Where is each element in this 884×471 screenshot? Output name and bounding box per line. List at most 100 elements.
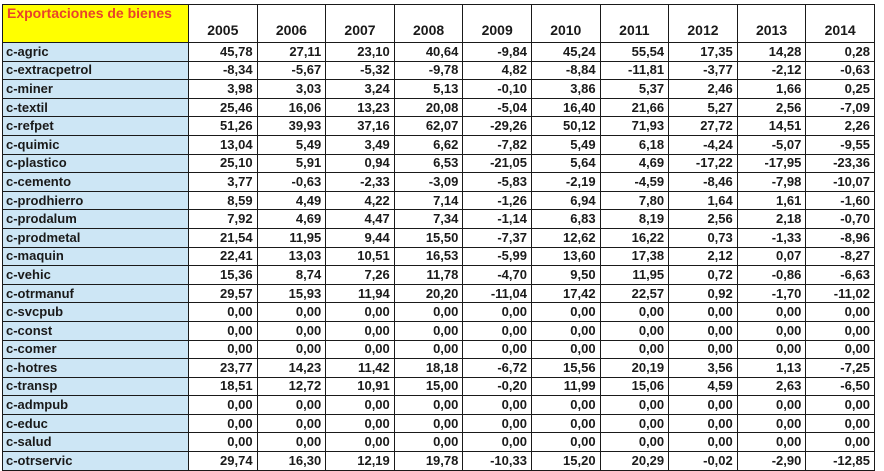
value-cell: -5,04 (462, 97, 532, 118)
value-cell: -9,55 (805, 134, 875, 155)
table-row: c-cemento 3,77 -0,63 -2,33 -3,09 -5,83 -2,19 -4… (2, 172, 875, 192)
table-row: c-salud 0,00 0,00 0,00 0,00 0,00 0,00 0,00 0,00 0… (2, 432, 875, 453)
value-cell: 7,80 (599, 190, 670, 211)
value-cell: 0,00 (668, 395, 738, 415)
value-cell: 14,51 (736, 116, 807, 136)
table-row: c-educ 0,00 0,00 0,00 0,00 0,00 0,00 0,00 0,00 0,… (2, 413, 875, 434)
value-cell: 0,72 (668, 265, 738, 285)
value-cell: 12,62 (530, 227, 601, 248)
value-cell: -9,78 (393, 60, 464, 81)
value-cell: 2,12 (668, 246, 738, 267)
value-cell: 16,06 (256, 97, 327, 118)
value-cell: -1,60 (805, 190, 875, 211)
value-cell: 0,00 (393, 302, 464, 322)
value-cell: 11,99 (530, 376, 601, 397)
value-cell: -10,07 (805, 172, 875, 192)
value-cell: 2,18 (736, 209, 807, 229)
value-cell: 3,77 (188, 172, 258, 192)
value-cell: 0,00 (599, 302, 670, 322)
value-cell: 0,00 (256, 413, 327, 434)
value-cell: 0,00 (256, 339, 327, 360)
value-cell: 5,37 (599, 79, 670, 99)
table-row: c-agric 45,78 27,11 23,10 40,64 -9,84 45,24 55,… (2, 42, 875, 62)
year-header: 2014 (805, 4, 875, 43)
value-cell: 0,00 (325, 339, 395, 360)
value-cell: 0,00 (188, 302, 258, 322)
value-cell: 9,44 (325, 227, 395, 248)
table-row: c-otrservic 29,74 16,30 12,19 19,78 -10,33 15,… (2, 451, 875, 471)
value-cell: 0,00 (256, 320, 327, 341)
value-cell: 3,49 (325, 134, 395, 155)
value-cell: 0,00 (188, 413, 258, 434)
value-cell: 0,00 (393, 395, 464, 415)
value-cell: 4,69 (599, 153, 670, 174)
value-cell: 1,64 (668, 190, 738, 211)
row-label: c-plastico (2, 153, 189, 174)
value-cell: 7,92 (188, 209, 258, 229)
value-cell: -2,19 (530, 172, 601, 192)
value-cell: 14,23 (256, 358, 327, 378)
value-cell: 0,28 (805, 42, 875, 62)
table-body: c-agric 45,78 27,11 23,10 40,64 -9,84 45,24 55,… (2, 42, 875, 471)
value-cell: 0,07 (736, 246, 807, 267)
value-cell: -6,63 (805, 265, 875, 285)
value-cell: -17,22 (668, 153, 738, 174)
value-cell: -11,04 (462, 283, 532, 304)
value-cell: 15,56 (530, 358, 601, 378)
year-header: 2012 (668, 4, 738, 43)
value-cell: -7,37 (462, 227, 532, 248)
value-cell: 0,00 (805, 339, 875, 360)
value-cell: 6,94 (530, 190, 601, 211)
value-cell: 3,56 (668, 358, 738, 378)
table-row: c-prodhierro 8,59 4,49 4,22 7,14 -1,26 6,94 7,8… (2, 190, 875, 211)
value-cell: 0,00 (188, 320, 258, 341)
value-cell: 0,00 (462, 432, 532, 453)
value-cell: -6,72 (462, 358, 532, 378)
value-cell: -0,02 (668, 451, 738, 471)
row-label: c-otrservic (2, 451, 189, 471)
value-cell: 1,61 (736, 190, 807, 211)
year-header: 2006 (256, 4, 327, 43)
value-cell: 16,40 (530, 97, 601, 118)
value-cell: -5,99 (462, 246, 532, 267)
value-cell: -0,86 (736, 265, 807, 285)
value-cell: 0,00 (668, 413, 738, 434)
value-cell: 0,73 (668, 227, 738, 248)
value-cell: 10,51 (325, 246, 395, 267)
value-cell: 2,63 (736, 376, 807, 397)
value-cell: 6,83 (530, 209, 601, 229)
value-cell: -5,32 (325, 60, 395, 81)
value-cell: 71,93 (599, 116, 670, 136)
value-cell: -10,33 (462, 451, 532, 471)
value-cell: 21,66 (599, 97, 670, 118)
value-cell: -4,70 (462, 265, 532, 285)
value-cell: 5,64 (530, 153, 601, 174)
value-cell: -0,70 (805, 209, 875, 229)
value-cell: 4,22 (325, 190, 395, 211)
value-cell: 4,69 (256, 209, 327, 229)
row-label: c-vehic (2, 265, 189, 285)
row-label: c-prodmetal (2, 227, 189, 248)
value-cell: 23,77 (188, 358, 258, 378)
value-cell: 2,56 (736, 97, 807, 118)
row-label: c-refpet (2, 116, 189, 136)
value-cell: 20,20 (393, 283, 464, 304)
row-label: c-agric (2, 42, 189, 62)
value-cell: 0,25 (805, 79, 875, 99)
table-row: c-refpet 51,26 39,93 37,16 62,07 -29,26 50,12 7… (2, 116, 875, 136)
value-cell: 11,78 (393, 265, 464, 285)
value-cell: 12,19 (325, 451, 395, 471)
value-cell: 20,08 (393, 97, 464, 118)
value-cell: 29,74 (188, 451, 258, 471)
value-cell: 0,00 (393, 339, 464, 360)
value-cell: -7,82 (462, 134, 532, 155)
table-row: c-prodmetal 21,54 11,95 9,44 15,50 -7,37 12,62… (2, 227, 875, 248)
year-header: 2010 (530, 4, 601, 43)
value-cell: 0,00 (599, 432, 670, 453)
value-cell: 8,19 (599, 209, 670, 229)
value-cell: -8,27 (805, 246, 875, 267)
row-label: c-prodhierro (2, 190, 189, 211)
value-cell: -0,63 (805, 60, 875, 81)
table-row: c-transp 18,51 12,72 10,91 15,00 -0,20 11,99 15… (2, 376, 875, 397)
value-cell: 51,26 (188, 116, 258, 136)
